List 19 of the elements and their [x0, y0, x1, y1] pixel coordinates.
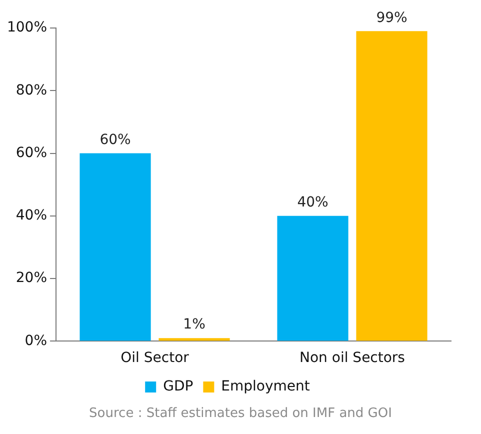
y-tick-label: 60% — [16, 144, 48, 161]
source-note: Source : Staff estimates based on IMF and GOI — [88, 406, 393, 421]
y-tick-label: 100% — [6, 20, 48, 36]
y-tick-label: 80% — [16, 82, 48, 98]
y-tick-label: 0% — [24, 332, 48, 349]
y-tick-label: 20% — [16, 270, 48, 286]
bar — [80, 153, 151, 341]
bar — [158, 338, 230, 341]
data-label: 99% — [376, 10, 408, 26]
y-tick-label: 40% — [16, 208, 48, 224]
data-label: 1% — [183, 316, 206, 333]
x-tick-label: Non oil Sectors — [300, 350, 405, 366]
x-tick-label: Oil Sector — [120, 350, 190, 366]
legend-label: Employment — [221, 378, 310, 395]
data-label: 60% — [100, 132, 131, 148]
legend-label: GDP — [163, 378, 194, 395]
data-label: 40% — [297, 194, 328, 211]
bar — [356, 31, 428, 341]
bar — [277, 216, 348, 341]
